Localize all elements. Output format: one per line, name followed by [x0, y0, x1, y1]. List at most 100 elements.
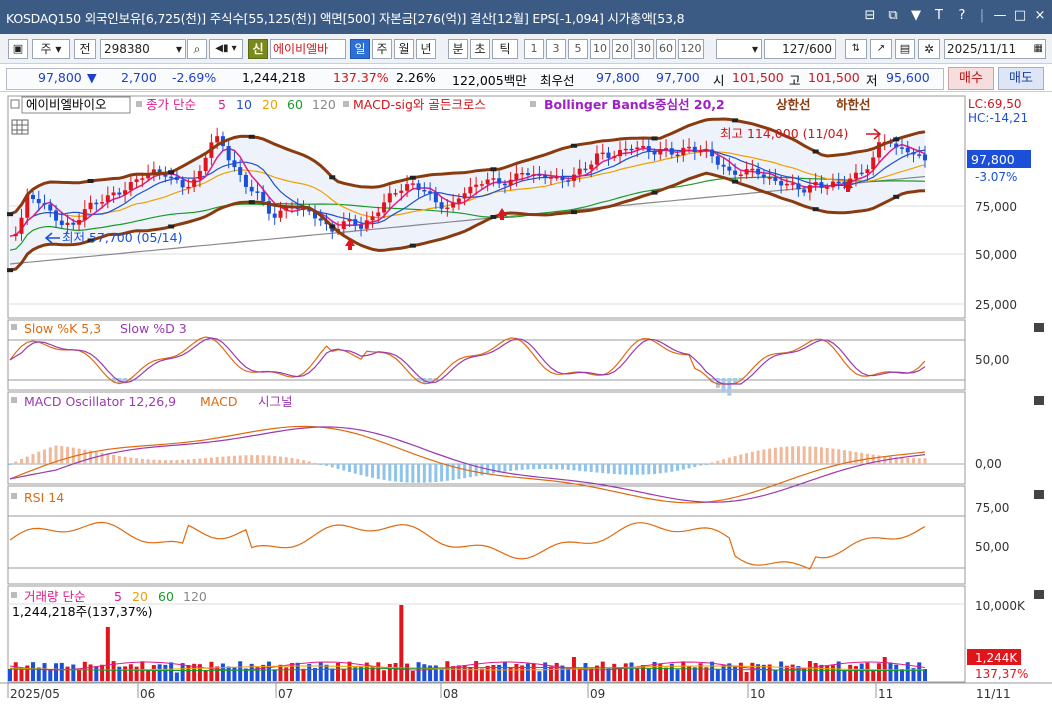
- data-count-field[interactable]: 127/600: [764, 39, 836, 59]
- stock-code-input[interactable]: 298380 ▾: [100, 39, 186, 59]
- candle-body: [853, 172, 858, 179]
- search-icon[interactable]: ⌕: [187, 39, 207, 59]
- macd-histogram-bar: [676, 464, 680, 471]
- macd-histogram-bar: [365, 464, 369, 477]
- interval-30[interactable]: 30: [634, 39, 654, 59]
- tab-minute[interactable]: 분: [448, 39, 468, 59]
- macd-histogram-bar: [900, 457, 904, 464]
- tab-weekly[interactable]: 주: [372, 39, 392, 59]
- chevron-down-icon[interactable]: ▾: [175, 42, 182, 56]
- calendar-icon[interactable]: ▦: [1033, 43, 1043, 54]
- maximize-button[interactable]: □: [1013, 8, 1027, 23]
- candle-body: [520, 172, 525, 175]
- macd-histogram-bar: [825, 447, 829, 464]
- font-icon[interactable]: T: [935, 8, 943, 23]
- candle-body: [813, 182, 818, 186]
- panel-close-icon[interactable]: [1034, 396, 1044, 405]
- candle-body: [451, 202, 456, 208]
- candle-body: [428, 191, 433, 194]
- candle-body: [197, 170, 202, 180]
- tab-monthly[interactable]: 월: [394, 39, 414, 59]
- candle-body: [485, 179, 490, 185]
- x-axis-label: 10: [750, 687, 765, 701]
- last-price-label: 97,800: [971, 152, 1015, 167]
- tab-daily[interactable]: 일: [350, 39, 370, 59]
- candle-body: [433, 193, 438, 203]
- volume-bar: [266, 661, 271, 681]
- minimize-button[interactable]: —: [993, 8, 1007, 23]
- x-axis-label: 2025/05: [10, 687, 60, 701]
- chevron-down-icon[interactable]: ▾: [751, 42, 758, 56]
- panel-close-icon[interactable]: [1034, 323, 1044, 332]
- prev-button[interactable]: 전: [74, 39, 96, 59]
- interval-20[interactable]: 20: [612, 39, 632, 59]
- tab-second[interactable]: 초: [470, 39, 490, 59]
- interval-3[interactable]: 3: [546, 39, 566, 59]
- buy-button[interactable]: 매수: [948, 67, 994, 90]
- compare-icon[interactable]: ⇅: [845, 39, 867, 59]
- volume-bar: [646, 668, 651, 681]
- panel-close-icon[interactable]: [1034, 490, 1044, 499]
- macd-histogram-bar: [595, 464, 599, 473]
- macd-histogram-bar: [641, 464, 645, 475]
- tab-tick[interactable]: 틱: [492, 39, 518, 59]
- data-count-total: /600: [805, 42, 832, 56]
- date-field[interactable]: 2025/11/11 ▦: [944, 39, 1046, 59]
- interval-5[interactable]: 5: [568, 39, 588, 59]
- candle-body: [923, 154, 927, 161]
- save-icon[interactable]: ▤: [895, 39, 915, 59]
- candle-body: [733, 170, 738, 175]
- macd-panel-frame: [7, 391, 966, 485]
- bollinger-node: [7, 212, 13, 217]
- candle-body: [819, 182, 824, 188]
- macd-histogram-bar: [532, 464, 536, 470]
- candle-body: [192, 179, 197, 187]
- interval-1[interactable]: 1: [524, 39, 544, 59]
- volume-bar: [681, 661, 686, 681]
- volume-bar: [105, 627, 110, 681]
- macd-histogram-bar: [140, 458, 144, 464]
- stochastic-series: [9, 336, 926, 396]
- macd-histogram-bar: [630, 464, 634, 475]
- golden-cross-marker: [497, 208, 507, 220]
- candle-body: [215, 136, 220, 143]
- close-button[interactable]: ×: [1034, 8, 1046, 23]
- panel-toggle-icon[interactable]: [10, 99, 20, 109]
- chart-area[interactable]: 에이비엘바이오 종가 단순 5 10 20 60 120 MACD-sig와 골…: [0, 92, 1052, 706]
- chart-canvas[interactable]: 에이비엘바이오 종가 단순 5 10 20 60 120 MACD-sig와 골…: [0, 92, 1052, 706]
- candle-body: [405, 184, 410, 191]
- interval-60[interactable]: 60: [656, 39, 676, 59]
- candle-body: [359, 224, 364, 229]
- custom-interval-select[interactable]: ▾: [716, 39, 762, 59]
- candle-body: [905, 147, 910, 153]
- help-icon[interactable]: ?: [958, 8, 966, 23]
- volume-bar: [238, 661, 243, 681]
- macd-histogram-bar: [307, 461, 311, 464]
- tab-yearly[interactable]: 년: [416, 39, 436, 59]
- macd-histogram-bar: [451, 464, 455, 481]
- stock-tab[interactable]: [21, 96, 131, 114]
- interval-10[interactable]: 10: [590, 39, 610, 59]
- bollinger-upper-line: [9, 117, 926, 216]
- macd-histogram-bar: [612, 464, 616, 474]
- macd-histogram-bar: [497, 464, 501, 473]
- layout-icon[interactable]: ▣: [8, 39, 28, 59]
- macd-histogram-bar: [359, 464, 363, 476]
- volume-bar: [123, 666, 128, 681]
- sell-button[interactable]: 매도: [998, 67, 1044, 90]
- split-icon[interactable]: ⊟: [864, 8, 876, 23]
- volume-bar: [71, 664, 76, 681]
- grid-table-icon[interactable]: [11, 119, 29, 135]
- pin-icon[interactable]: ▼: [911, 8, 921, 23]
- panel-close-icon[interactable]: [1034, 590, 1044, 599]
- volume-bar: [618, 668, 622, 681]
- macd-histogram-bar: [514, 464, 518, 471]
- gear-icon[interactable]: ✲: [918, 39, 940, 59]
- interval-120[interactable]: 120: [678, 39, 704, 59]
- sound-icon[interactable]: ◀▮ ▾: [209, 39, 243, 59]
- link-window-icon[interactable]: ⧉: [888, 8, 898, 23]
- market-select[interactable]: 주 ▾: [32, 39, 70, 59]
- trend-icon[interactable]: ↗: [870, 39, 892, 59]
- candle-body: [606, 152, 611, 159]
- macd-histogram-bar: [791, 446, 795, 464]
